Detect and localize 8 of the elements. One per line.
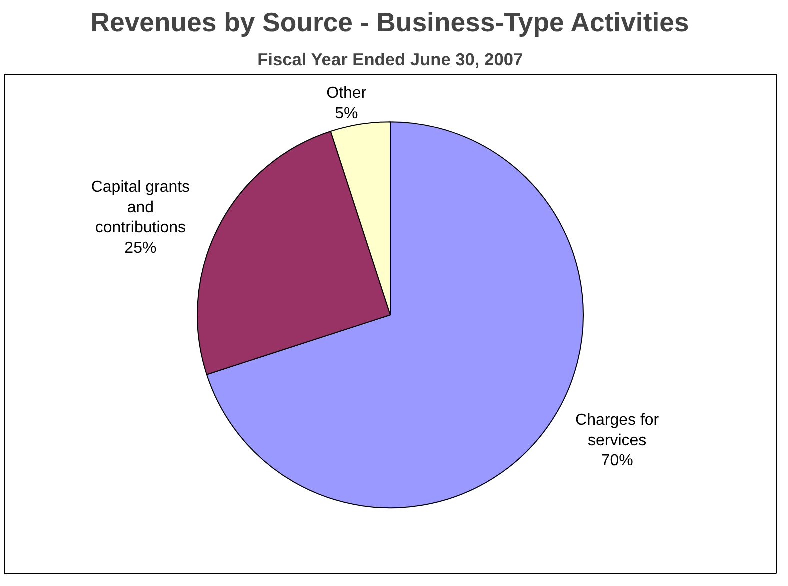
data-label: 70% bbox=[601, 452, 634, 470]
chart-subtitle: Fiscal Year Ended June 30, 2007 bbox=[258, 50, 524, 70]
chart-title: Revenues by Source - Business-Type Activities bbox=[90, 8, 690, 38]
data-label: 5% bbox=[335, 106, 358, 123]
slice-label: Other bbox=[326, 85, 368, 102]
slice-label: Capital grants and contributions bbox=[91, 178, 190, 237]
slice-label: Charges for services bbox=[576, 412, 660, 450]
data-label: 25% bbox=[124, 240, 157, 258]
